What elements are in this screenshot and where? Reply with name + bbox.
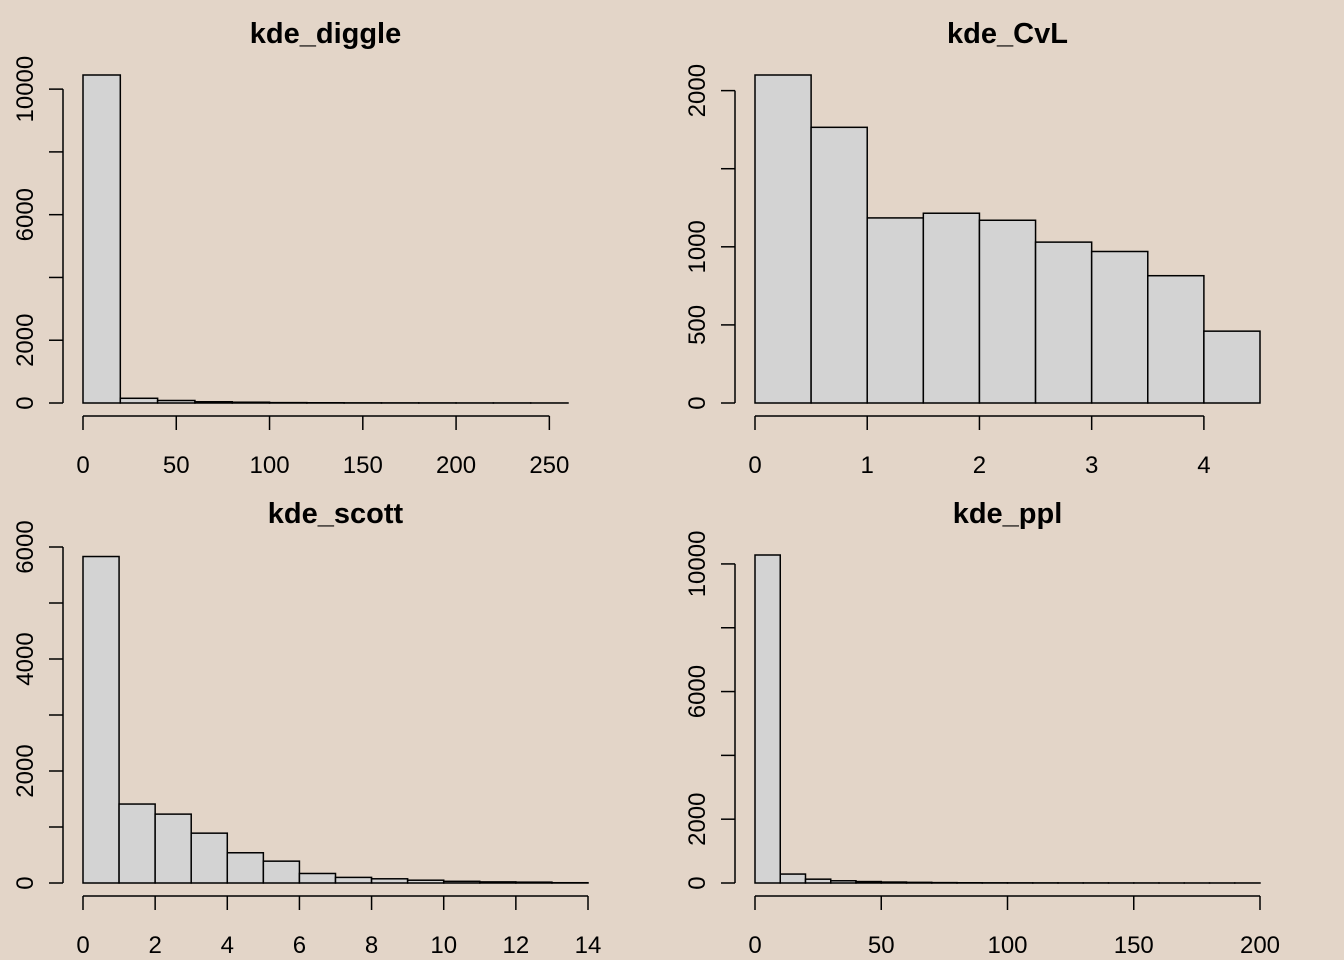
x-tick-label: 4 [1197, 452, 1210, 479]
y-tick-label: 6000 [12, 520, 39, 573]
x-tick-label: 0 [76, 932, 89, 959]
histogram-bar [334, 876, 373, 884]
x-tick-label: 2 [973, 452, 986, 479]
x-tick-label: 3 [1085, 452, 1098, 479]
histogram-bar [866, 217, 925, 404]
y-tick-label: 10000 [684, 531, 711, 598]
y-tick-label: 2000 [12, 744, 39, 797]
x-tick-label: 100 [987, 932, 1027, 959]
x-tick-label: 8 [365, 932, 378, 959]
x-tick-label: 14 [575, 932, 602, 959]
chart-title: kde_ppl [953, 498, 1063, 530]
x-tick-label: 50 [163, 452, 190, 479]
histogram-bar [754, 74, 812, 404]
histogram-bar [119, 397, 159, 404]
y-tick-label: 2000 [684, 792, 711, 845]
x-tick-label: 200 [436, 452, 476, 479]
histogram-bar [810, 126, 868, 404]
x-tick-label: 0 [748, 932, 761, 959]
histogram-bar [231, 401, 271, 404]
x-tick-label: 12 [503, 932, 530, 959]
y-tick-label: 0 [684, 396, 711, 409]
histogram-bar [830, 880, 857, 884]
histogram-bar [82, 74, 122, 404]
histogram-bar [154, 813, 192, 884]
histogram-bar [479, 881, 517, 884]
histogram-bar [262, 860, 301, 884]
histogram-bar [1090, 250, 1149, 404]
histogram-bar [880, 881, 908, 884]
panel-kde-diggle: kde_diggle 0 50 100 150 200 250 0 2000 6000 10000 [12, 18, 569, 479]
x-tick-label: 250 [529, 452, 569, 479]
histogram-bar [754, 554, 781, 884]
x-tick-label: 150 [343, 452, 383, 479]
y-tick-label: 0 [12, 396, 39, 409]
y-tick-label: 0 [684, 876, 711, 889]
histogram-bar [370, 878, 409, 884]
x-tick-label: 150 [1114, 932, 1154, 959]
chart-title: kde_scott [268, 498, 404, 530]
histogram-bar [406, 879, 445, 884]
y-tick-label: 0 [12, 876, 39, 889]
histogram-bar [804, 878, 832, 884]
histogram-bar [194, 400, 233, 404]
histogram-bar [905, 881, 933, 884]
histogram-bar [156, 399, 196, 404]
chart-title: kde_diggle [250, 18, 402, 50]
panel-kde-scott: kde_scott 0 2 4 6 8 10 12 14 0 2000 4000 6000 [12, 498, 601, 959]
histogram-bar [779, 873, 807, 884]
y-tick-label: 6000 [684, 665, 711, 718]
x-tick-label: 50 [868, 932, 895, 959]
histogram-bar [82, 555, 120, 884]
x-tick-label: 200 [1240, 932, 1280, 959]
histogram-bar [190, 832, 229, 884]
y-tick-label: 4000 [12, 632, 39, 685]
chart-title: kde_CvL [947, 18, 1068, 50]
x-tick-label: 10 [430, 932, 457, 959]
y-tick-label: 500 [684, 305, 711, 345]
histogram-bar [442, 880, 481, 884]
x-tick-label: 0 [748, 452, 761, 479]
histogram-bar [922, 212, 981, 404]
histogram-bar [515, 881, 553, 884]
y-tick-label: 6000 [12, 188, 39, 241]
x-tick-label: 6 [293, 932, 306, 959]
histogram-bar [855, 880, 882, 884]
x-tick-label: 0 [76, 452, 89, 479]
histogram-bar [1147, 274, 1205, 404]
histogram-bar [978, 219, 1037, 404]
y-tick-label: 2000 [684, 64, 711, 117]
panel-kde-cvl: kde_CvL 0 1 2 3 4 0 500 1000 2000 [684, 18, 1261, 479]
x-tick-label: 4 [221, 932, 234, 959]
histogram-bar [298, 872, 337, 884]
x-tick-label: 2 [148, 932, 161, 959]
histogram-bar [1203, 330, 1261, 404]
x-tick-label: 100 [250, 452, 290, 479]
y-tick-label: 1000 [684, 220, 711, 273]
x-tick-label: 1 [861, 452, 874, 479]
y-tick-label: 10000 [12, 56, 39, 123]
histogram-bar [1034, 241, 1093, 404]
y-tick-label: 2000 [12, 314, 39, 367]
histogram-bar [226, 852, 265, 884]
histogram-bar [118, 803, 156, 884]
